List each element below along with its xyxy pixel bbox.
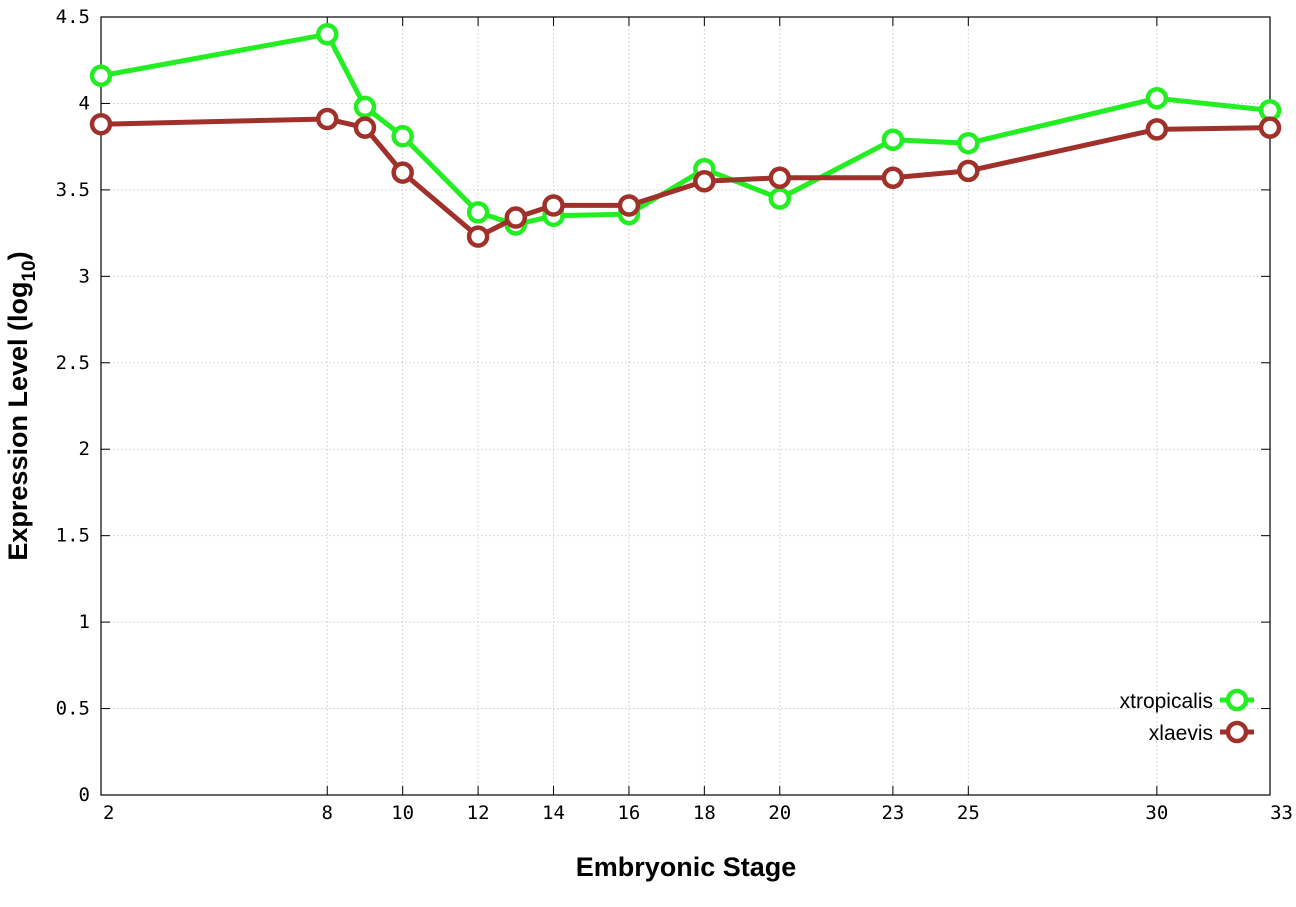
legend-marker-xtropicalis [1225, 688, 1249, 712]
y-tick-label: 0 [79, 784, 90, 806]
legend-marker-xlaevis [1225, 720, 1249, 744]
data-point [353, 116, 377, 139]
data-series [89, 23, 1282, 248]
axis-ticks: 0 0.5 1 1.5 2 2.5 3 3.5 4 4.5 2 8 10 12 14 16 18 20 23 25 30… [56, 6, 1293, 824]
x-tick-label: 10 [391, 802, 414, 824]
y-tick-label: 4 [79, 92, 90, 114]
y-tick-label: 0.5 [56, 698, 90, 720]
legend-label-xtropicalis: xtropicalis [1120, 690, 1213, 713]
data-point [89, 112, 113, 136]
data-point [391, 161, 414, 184]
data-point [89, 64, 113, 88]
data-point [1145, 87, 1169, 110]
x-tick-label: 20 [768, 802, 791, 824]
data-point [693, 169, 716, 193]
y-axis-title-subscript: 10 [19, 260, 40, 281]
x-tick-label: 8 [322, 802, 333, 824]
data-point [353, 95, 377, 119]
x-axis-title: Embryonic Stage [576, 852, 797, 882]
y-tick-label: 2 [79, 438, 90, 460]
data-point [881, 166, 905, 190]
y-tick-label: 4.5 [56, 6, 90, 28]
legend: xtropicalis xlaevis [1120, 688, 1254, 745]
x-tick-label: 25 [957, 802, 980, 824]
x-tick-label: 14 [542, 802, 565, 824]
data-point [617, 194, 641, 217]
x-tick-label: 33 [1270, 802, 1293, 824]
x-tick-label: 12 [467, 802, 490, 824]
series-xtropicalis [89, 23, 1282, 236]
legend-label-xlaevis: xlaevis [1149, 722, 1213, 745]
y-tick-label: 3.5 [56, 179, 90, 201]
y-tick-label: 1.5 [56, 525, 90, 547]
x-tick-label: 23 [881, 802, 904, 824]
y-axis-title: Expression Level (log10) [3, 251, 40, 560]
data-point [881, 128, 905, 152]
y-tick-label: 2.5 [56, 352, 90, 374]
data-point [504, 206, 528, 229]
y-axis-title-main: Expression Level (log [3, 282, 33, 561]
data-point [957, 131, 980, 155]
y-axis-title-close: ) [3, 251, 33, 260]
x-tick-label: 30 [1145, 802, 1168, 824]
series-line [100, 31, 1271, 227]
data-point [957, 159, 980, 183]
y-tick-label: 1 [79, 611, 90, 633]
data-point [768, 166, 792, 190]
data-point [316, 107, 339, 131]
data-point [391, 125, 414, 148]
x-tick-label: 2 [103, 802, 114, 824]
data-point [466, 201, 490, 224]
data-point [316, 23, 339, 46]
x-tick-label: 16 [617, 802, 640, 824]
series-xlaevis [89, 107, 1282, 248]
y-tick-label: 3 [79, 265, 90, 287]
plot-frame [100, 16, 1271, 796]
data-point [542, 194, 565, 217]
data-point [1258, 116, 1282, 139]
grid-lines [101, 17, 1270, 795]
data-point [1145, 118, 1169, 141]
x-tick-label: 18 [693, 802, 716, 824]
data-point [466, 225, 490, 248]
data-point [768, 187, 792, 210]
